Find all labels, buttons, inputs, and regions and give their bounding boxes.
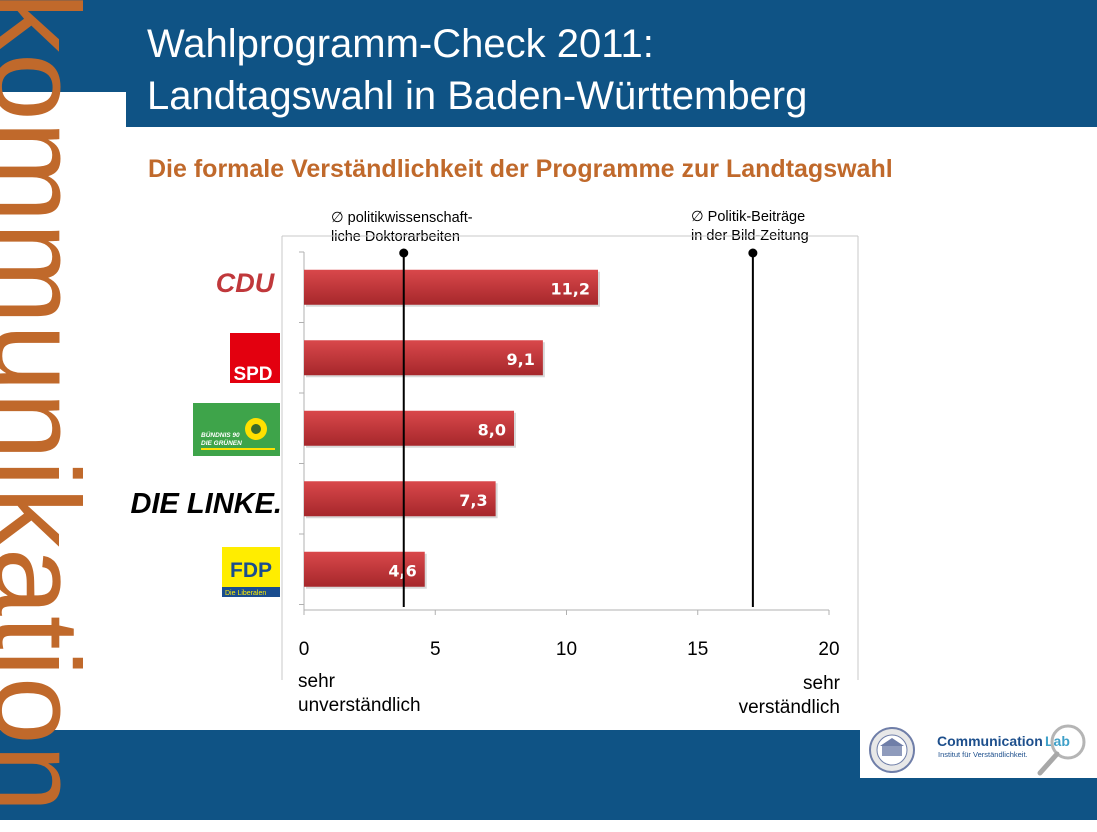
logo-cdu-text: CDU <box>216 268 276 298</box>
bar <box>304 410 514 446</box>
reference-right-line1: ∅ Politik-Beiträge <box>691 209 806 225</box>
logo-spd: SPD <box>230 333 280 385</box>
bars: 11,2 9,1 8,0 7,3 4,6 <box>304 269 600 589</box>
x-tick-label: 15 <box>687 639 708 660</box>
axis-end-right-line2: verständlich <box>738 697 840 718</box>
brand-lab: Lab <box>1045 733 1070 749</box>
reference-marker-right <box>748 248 758 258</box>
title-line-2: Landtagswahl in Baden-Württemberg <box>147 74 808 118</box>
university-seal-icon <box>869 727 915 773</box>
x-tick-label: 5 <box>430 639 441 660</box>
footer-logos: Communication Lab Institut für Verständl… <box>869 724 1086 776</box>
bar <box>304 340 543 376</box>
footer-logo-area: Communication Lab Institut für Verständl… <box>860 716 1097 778</box>
logo-gruene-stripe <box>201 448 275 450</box>
logo-fdp-text: FDP <box>230 559 272 582</box>
logo-fdp-band <box>222 587 280 597</box>
sunflower-center-icon <box>251 424 261 434</box>
axis-end-left-line2: unverständlich <box>298 695 421 716</box>
reference-marker-left <box>399 248 409 258</box>
x-tick-label: 20 <box>818 639 839 660</box>
logo-fdp: FDP Die Liberalen <box>222 547 280 597</box>
bar <box>304 269 598 305</box>
axis-end-right-line1: sehr <box>803 673 840 694</box>
axis-end-right: sehr verständlich <box>726 672 840 720</box>
logo-fdp-sub: Die Liberalen <box>225 590 266 597</box>
reference-label-left: ∅ politikwissenschaft- liche Doktorarbei… <box>331 209 473 247</box>
logo-gruene: BÜNDNIS 90 DIE GRÜNEN <box>193 403 280 456</box>
bar-value-label: 11,2 <box>551 279 590 298</box>
logo-spd-box <box>230 333 280 383</box>
page-title: Wahlprogramm-Check 2011: Landtagswahl in… <box>147 18 807 122</box>
bar-value-label: 7,3 <box>459 491 487 510</box>
x-tick-label: 0 <box>299 639 310 660</box>
logo-linke: DIE LINKE. <box>131 488 282 520</box>
reference-lines <box>399 248 758 607</box>
bar-value-label: 8,0 <box>478 420 506 439</box>
category-ticks <box>299 251 304 605</box>
axis-end-left: sehr unverständlich <box>298 670 421 718</box>
bar-value-label: 9,1 <box>507 350 535 369</box>
bar-value-label: 4,6 <box>388 561 416 580</box>
reference-left-line1: ∅ politikwissenschaft- <box>331 210 473 226</box>
logo-cdu: CDU <box>216 268 276 298</box>
header-band <box>0 0 1097 127</box>
magnifier-icon <box>1037 724 1086 776</box>
bar <box>304 481 496 517</box>
logo-gruene-line2: DIE GRÜNEN <box>201 438 242 447</box>
chart-subtitle: Die formale Verständlichkeit der Program… <box>148 155 893 183</box>
watermark-text: kommunikation <box>0 0 100 812</box>
watermark: kommunikation <box>0 0 100 812</box>
brand-tagline: Institut für Verständlichkeit. <box>938 750 1028 759</box>
reference-left-line2: liche Doktorarbeiten <box>331 229 460 245</box>
x-tick-label: 10 <box>556 639 577 660</box>
brand-communication: Communication <box>937 733 1043 749</box>
logo-linke-text: DIE LINKE. <box>131 488 282 520</box>
logo-gruene-line1: BÜNDNIS 90 <box>201 430 240 439</box>
logo-spd-text: SPD <box>233 364 272 385</box>
x-axis-ticks: 0 5 10 15 20 <box>299 610 840 660</box>
header-band-cutout <box>0 92 126 127</box>
title-line-1: Wahlprogramm-Check 2011: <box>147 22 654 66</box>
axis-end-left-line1: sehr <box>298 671 335 692</box>
